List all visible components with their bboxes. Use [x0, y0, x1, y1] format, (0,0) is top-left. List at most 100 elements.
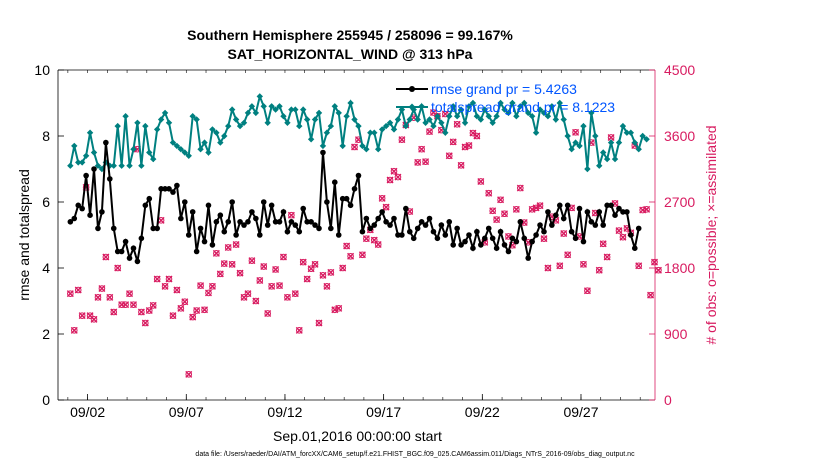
obs-possible-marker — [67, 290, 74, 297]
obs-possible-marker — [327, 269, 335, 276]
obs-assimilated-marker — [485, 189, 493, 197]
obs-assimilated-marker — [579, 260, 587, 268]
obs-assimilated-marker — [390, 167, 398, 175]
rmse-point — [383, 219, 389, 225]
obs-possible-marker — [572, 129, 579, 136]
obs-possible-marker — [272, 266, 279, 273]
totalspread-point — [635, 146, 642, 153]
obs-assimilated-marker — [114, 264, 122, 272]
totalspread-point — [307, 136, 315, 143]
rmse-point — [185, 232, 192, 238]
totalspread-point — [343, 113, 350, 120]
obs-possible-marker — [256, 277, 264, 284]
rmse-point — [249, 209, 255, 215]
obs-assimilated-marker — [252, 297, 260, 305]
rmse-point — [154, 225, 160, 232]
obs-possible-marker — [240, 294, 248, 301]
obs-possible-marker — [149, 302, 157, 309]
rmse-point — [122, 238, 129, 245]
rmse-point — [83, 172, 89, 179]
totalspread-point — [568, 146, 575, 153]
obs-possible-marker — [118, 301, 125, 308]
obs-possible-marker — [599, 240, 607, 248]
rmse-point — [604, 202, 610, 209]
rmse-point — [489, 235, 496, 242]
obs-assimilated-marker — [94, 293, 102, 301]
rmse-point — [170, 189, 176, 195]
rmse-point — [620, 209, 626, 215]
totalspread-point — [225, 122, 232, 130]
obs-possible-marker — [110, 308, 118, 316]
totalspread-point — [165, 119, 173, 126]
obs-assimilated-marker — [279, 253, 287, 261]
rmse-point — [328, 225, 334, 232]
rmse-point — [110, 225, 117, 232]
rmse-point — [513, 238, 520, 245]
totalspread-point — [138, 162, 145, 169]
totalspread-point — [623, 129, 631, 136]
y-left-tick-label: 8 — [42, 128, 50, 144]
rmse-point — [331, 179, 338, 185]
obs-possible-marker — [185, 371, 193, 378]
obs-assimilated-marker — [295, 326, 303, 334]
rmse-point — [560, 215, 567, 222]
rmse-point — [221, 228, 228, 235]
obs-possible-marker — [457, 162, 465, 169]
obs-possible-marker — [386, 176, 394, 184]
totalspread-point — [213, 129, 220, 136]
obs-possible-marker — [442, 110, 449, 118]
rmse-point — [347, 202, 354, 209]
totalspread-point — [284, 119, 291, 126]
totalspread-point — [173, 142, 181, 150]
obs-possible-marker — [193, 307, 200, 314]
rmse-point — [485, 225, 492, 232]
rmse-point — [371, 222, 378, 228]
obs-possible-marker — [351, 143, 358, 151]
rmse-point — [635, 225, 642, 232]
rmse-point — [422, 222, 429, 228]
rmse-point — [517, 219, 524, 225]
totalspread-point — [572, 139, 579, 146]
obs-assimilated-marker — [418, 145, 426, 153]
rmse-point — [533, 232, 539, 238]
obs-assimilated-marker — [276, 282, 284, 290]
totalspread-point — [197, 146, 204, 153]
obs-assimilated-marker — [260, 263, 268, 271]
obs-possible-marker — [378, 195, 386, 202]
y-right-tick-label: 1800 — [664, 260, 695, 276]
totalspread-point — [280, 113, 287, 120]
rmse-point — [556, 202, 563, 209]
obs-assimilated-marker — [264, 309, 272, 317]
rmse-point — [312, 222, 318, 228]
chart-subtitle: SAT_HORIZONTAL_WIND @ 313 hPa — [227, 46, 473, 62]
totalspread-point — [481, 106, 488, 113]
x-tick-label: 09/22 — [465, 404, 500, 420]
obs-possible-marker — [359, 251, 366, 259]
obs-assimilated-marker — [145, 307, 153, 315]
rmse-point — [280, 209, 287, 215]
y-axis-right-label: # of obs: o=possible; ×=assimilated — [703, 125, 719, 344]
rmse-point — [466, 232, 472, 238]
rmse-point — [241, 222, 247, 228]
totalspread-point — [201, 139, 208, 146]
obs-assimilated-marker — [595, 266, 603, 274]
rmse-point — [91, 166, 97, 172]
totalspread-point — [453, 113, 461, 120]
totalspread-point — [252, 109, 260, 117]
obs-assimilated-marker — [536, 202, 544, 210]
obs-possible-marker — [382, 203, 390, 211]
obs-assimilated-marker — [216, 270, 224, 278]
rmse-point — [276, 219, 283, 225]
obs-assimilated-marker — [319, 271, 327, 279]
totalspread-point — [457, 106, 465, 113]
obs-assimilated-marker — [362, 235, 370, 243]
obs-possible-marker — [295, 327, 303, 334]
obs-possible-marker — [114, 264, 121, 272]
rmse-point — [363, 215, 370, 222]
totalspread-point — [351, 116, 358, 123]
obs-assimilated-marker — [572, 128, 580, 136]
totalspread-point — [465, 103, 473, 110]
obs-assimilated-marker — [177, 304, 185, 312]
rmse-point — [462, 238, 468, 245]
